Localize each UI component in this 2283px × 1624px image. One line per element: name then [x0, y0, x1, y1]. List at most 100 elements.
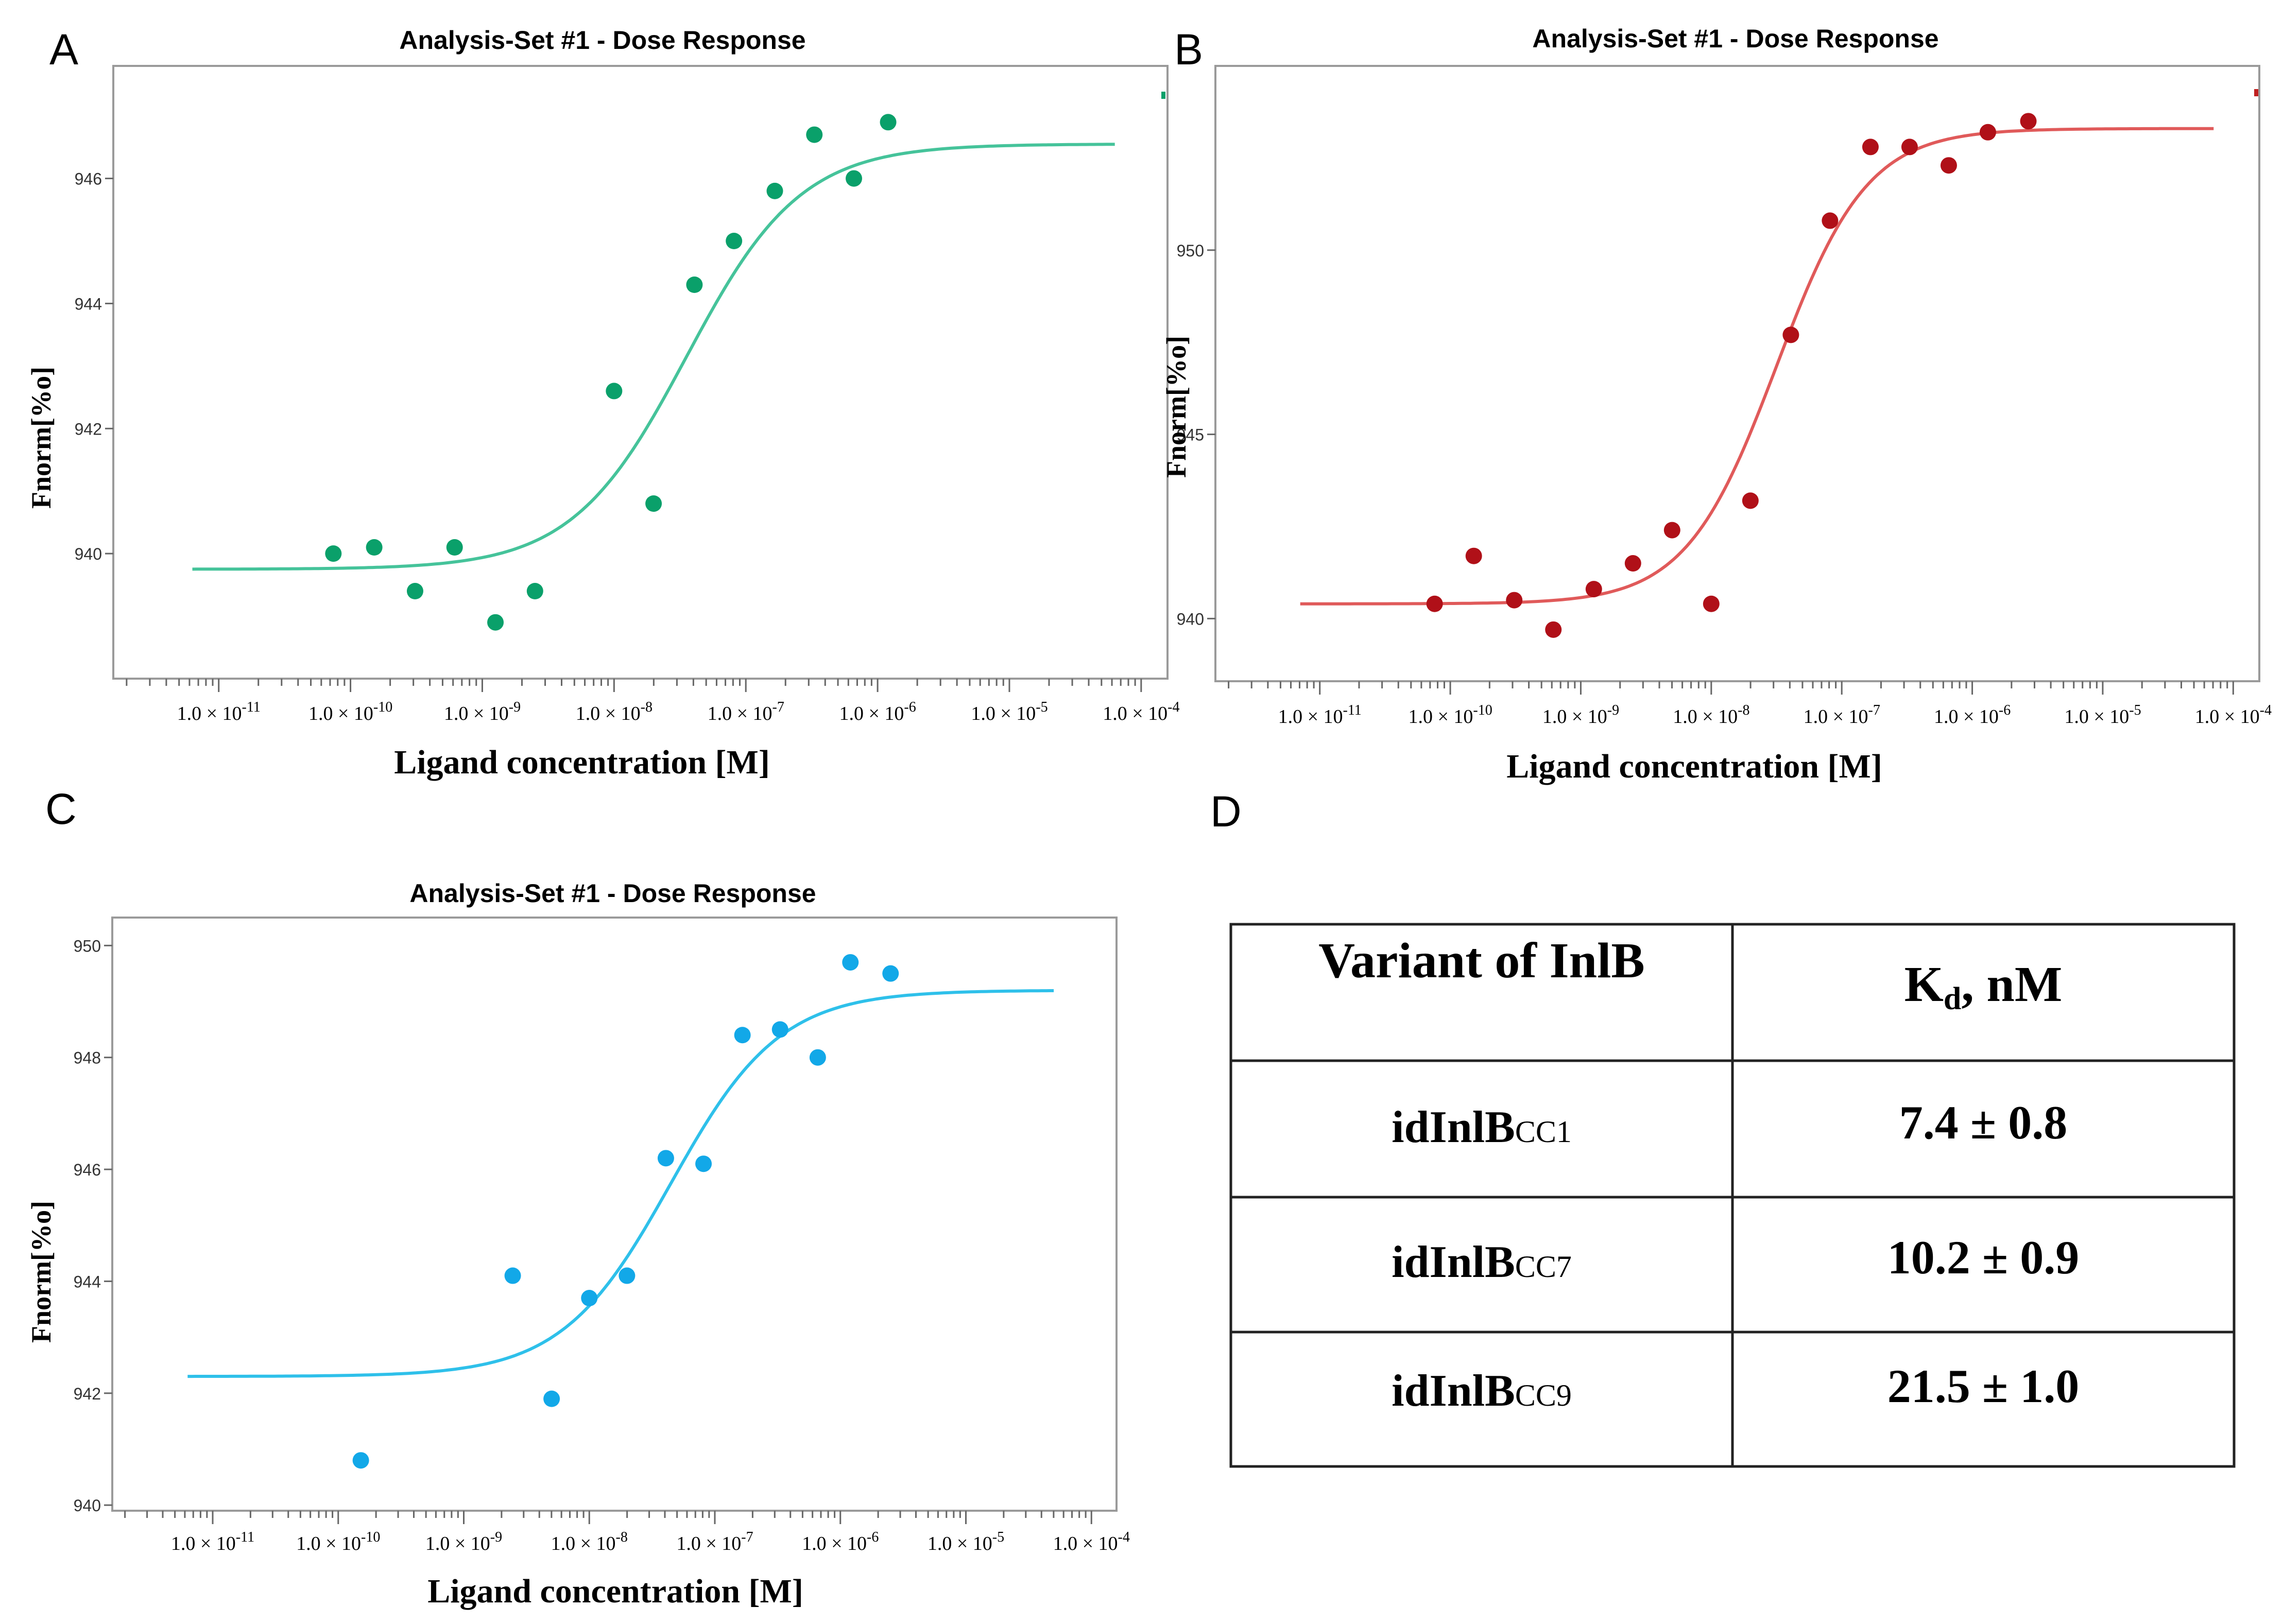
data-point — [1782, 326, 1799, 343]
data-point — [606, 383, 623, 400]
chart-a-plot-area — [112, 65, 1169, 680]
data-point — [504, 1267, 521, 1284]
x-tick-label: 1.0 × 10-7 — [708, 699, 784, 724]
x-tick-label: 1.0 × 10-8 — [1673, 702, 1749, 728]
data-point — [619, 1267, 636, 1284]
x-tick-label: 1.0 × 10-6 — [802, 1529, 879, 1554]
data-point — [1979, 124, 1996, 141]
chart-c-x-axis-label: Ligand concentration [M] — [427, 1573, 803, 1610]
data-point — [406, 583, 423, 599]
data-point — [1426, 595, 1443, 612]
data-point — [2020, 113, 2037, 130]
stray-mark-green — [1161, 92, 1165, 99]
y-tick-label: 940 — [1177, 610, 1204, 628]
panel-letter-c: C — [45, 785, 77, 833]
kd-table-header-variant: Variant of InlB — [1318, 933, 1645, 989]
chart-a-points — [325, 114, 897, 631]
x-tick-label: 1.0 × 10-5 — [928, 1529, 1004, 1554]
x-tick-label: 1.0 × 10-11 — [171, 1529, 254, 1554]
x-tick-label: 1.0 × 10-6 — [839, 699, 916, 724]
chart-c-y-axis-label: Fnorm[%o] — [26, 1201, 57, 1343]
x-tick-label: 1.0 × 10-7 — [676, 1529, 753, 1554]
data-point — [1703, 595, 1720, 612]
data-point — [880, 114, 897, 131]
data-point — [771, 1021, 788, 1038]
y-tick-label: 946 — [74, 1161, 101, 1179]
data-point — [1624, 555, 1641, 572]
x-tick-label: 1.0 × 10-9 — [425, 1529, 502, 1554]
chart-c-y-ticks: 940 942 944 946 948 950 — [74, 937, 112, 1515]
chart-b-x-axis-label: Ligand concentration [M] — [1506, 748, 1882, 785]
data-point — [487, 614, 504, 631]
y-tick-label: 948 — [74, 1049, 101, 1067]
data-point — [352, 1452, 369, 1469]
chart-c-title: Analysis-Set #1 - Dose Response — [409, 879, 816, 908]
data-point — [366, 539, 383, 556]
chart-c-x-tick-labels: 1.0 × 10-11 1.0 × 10-10 1.0 × 10-9 1.0 × 10… — [171, 1529, 1130, 1554]
chart-c: Analysis-Set #1 - Dose Response 94094294… — [26, 879, 1130, 1610]
kd-row-variant-sub: CC7 — [1515, 1250, 1572, 1284]
chart-c-points — [352, 954, 899, 1469]
kd-row-variant-name: idInlB — [1392, 1237, 1515, 1287]
chart-a-fit-curve — [192, 143, 1115, 571]
data-point — [526, 583, 543, 599]
chart-a-y-ticks: 940 942 944 946 — [75, 170, 113, 563]
data-point — [766, 182, 783, 199]
chart-b-y-axis-label: Fnorm[%o] — [1161, 336, 1192, 478]
data-point — [645, 495, 662, 512]
x-tick-label: 1.0 × 10-9 — [1542, 702, 1619, 728]
y-tick-label: 940 — [75, 545, 102, 563]
chart-b-x-tick-labels: 1.0 × 10-11 1.0 × 10-10 1.0 × 10-9 1.0 × 10… — [1278, 702, 2272, 728]
x-tick-label: 1.0 × 10-11 — [177, 699, 261, 724]
kd-row-variant-sub: CC9 — [1515, 1378, 1572, 1412]
chart-a-y-axis-label: Fnorm[%o] — [26, 367, 57, 509]
kd-header-sub: d — [1944, 981, 1961, 1016]
panel-letter-a: A — [49, 25, 78, 74]
kd-row-value: 21.5 ± 1.0 — [1887, 1360, 2080, 1412]
data-point — [1506, 592, 1523, 609]
data-point — [325, 545, 342, 562]
kd-row-variant-name: idInlB — [1392, 1366, 1515, 1416]
panel-letter-d: D — [1210, 787, 1242, 836]
x-tick-label: 1.0 × 10-5 — [2064, 702, 2141, 728]
x-tick-label: 1.0 × 10-8 — [551, 1529, 628, 1554]
data-point — [726, 233, 743, 249]
data-point — [882, 965, 899, 982]
data-point — [1862, 139, 1879, 156]
chart-b-fit-curve — [1300, 127, 2214, 606]
x-tick-label: 1.0 × 10-11 — [1278, 702, 1362, 728]
x-tick-label: 1.0 × 10-7 — [1804, 702, 1880, 728]
stray-mark-red — [2254, 89, 2258, 96]
chart-b-y-ticks: 940 945 950 — [1177, 241, 1215, 628]
data-point — [846, 170, 863, 187]
data-point — [734, 1027, 751, 1044]
kd-row-value: 10.2 ± 0.9 — [1887, 1231, 2080, 1284]
data-point — [1545, 621, 1562, 638]
data-point — [446, 539, 463, 556]
data-point — [842, 954, 859, 971]
x-tick-label: 1.0 × 10-10 — [1408, 702, 1492, 728]
chart-c-x-ticks — [124, 1511, 1092, 1524]
x-tick-label: 1.0 × 10-4 — [2195, 702, 2272, 728]
data-point — [1585, 581, 1602, 598]
kd-row-variant-name: idInlB — [1392, 1102, 1515, 1152]
y-tick-label: 946 — [75, 170, 102, 188]
kd-table: Variant of InlB Kd, nM idInlBCC1 7.4 ± 0… — [1229, 923, 2236, 1468]
chart-a: Analysis-Set #1 - Dose Response 94094294… — [26, 26, 1179, 781]
kd-row-variant: idInlBCC9 — [1392, 1366, 1572, 1416]
kd-table-grid — [1229, 923, 2236, 1468]
chart-a-x-axis-label: Ligand concentration [M] — [394, 744, 770, 781]
kd-header-k: K — [1904, 957, 1944, 1012]
data-point — [657, 1150, 674, 1167]
x-tick-label: 1.0 × 10-5 — [971, 699, 1048, 724]
data-point — [809, 1049, 826, 1066]
x-tick-label: 1.0 × 10-4 — [1103, 699, 1179, 724]
x-tick-label: 1.0 × 10-4 — [1053, 1529, 1130, 1554]
chart-b-title: Analysis-Set #1 - Dose Response — [1532, 24, 1938, 53]
y-tick-label: 944 — [74, 1272, 101, 1291]
x-tick-label: 1.0 × 10-10 — [296, 1529, 380, 1554]
data-point — [1465, 547, 1482, 564]
y-tick-label: 944 — [75, 295, 102, 313]
data-point — [1822, 212, 1839, 229]
x-tick-label: 1.0 × 10-9 — [444, 699, 521, 724]
